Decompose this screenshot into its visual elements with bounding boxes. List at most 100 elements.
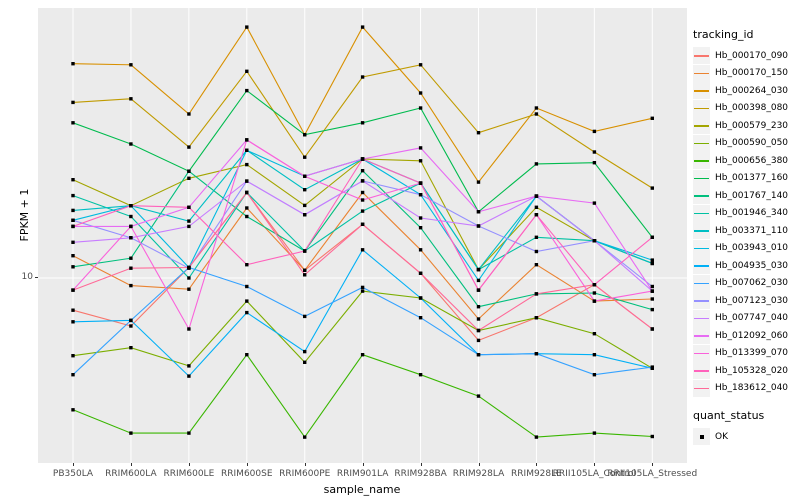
legend-key-swatch	[693, 222, 710, 240]
data-point	[129, 63, 133, 67]
data-point	[71, 408, 75, 412]
legend-item-label: Hb_007123_030	[715, 295, 789, 306]
legend-key-line-icon	[694, 265, 709, 267]
data-point	[360, 157, 365, 161]
legend-item-Hb_000656_380: Hb_000656_380	[693, 152, 799, 170]
data-point	[245, 148, 249, 152]
legend-item-label: Hb_000170_090	[715, 50, 789, 61]
data-point	[303, 249, 307, 253]
legend-item-Hb_003371_110: Hb_003371_110	[693, 222, 799, 240]
legend-item-Hb_013399_070: Hb_013399_070	[693, 344, 799, 363]
data-point	[187, 176, 191, 180]
data-point	[418, 106, 423, 110]
x-axis-tick-mark	[73, 463, 74, 466]
legend-item-label: Hb_003371_110	[715, 225, 789, 236]
legend-key-line-icon	[694, 177, 709, 180]
legend-key-swatch	[693, 204, 710, 222]
data-point	[129, 266, 133, 270]
data-point	[245, 284, 249, 289]
data-point	[187, 287, 191, 291]
data-point	[245, 162, 249, 167]
x-axis-tick-mark	[594, 463, 596, 466]
x-axis-tick-mark	[246, 463, 248, 466]
data-point	[592, 239, 597, 243]
data-point	[476, 317, 481, 321]
data-point	[534, 194, 539, 198]
legend-key-line-icon	[694, 352, 709, 355]
x-axis-tick-label: RRIM928BA	[394, 469, 447, 479]
legend-item-label: Hb_000170_150	[715, 68, 789, 79]
legend-key-swatch	[693, 309, 710, 327]
data-point	[71, 208, 75, 213]
data-point	[303, 174, 307, 178]
data-point	[71, 62, 75, 66]
legend-key-swatch	[693, 362, 710, 380]
legend-item-label: Hb_007062_030	[715, 278, 789, 289]
legend-item-label: Hb_007747_040	[715, 313, 789, 324]
legend-title-quant-status: quant_status	[693, 409, 765, 422]
legend-items: Hb_000170_090 Hb_000170_150 Hb_000264_030 H…	[693, 47, 799, 397]
data-point	[303, 188, 307, 192]
legend-key-swatch	[693, 257, 710, 275]
data-point	[534, 235, 539, 239]
data-point	[360, 169, 365, 173]
legend-item-label: Hb_000579_230	[715, 120, 789, 131]
data-point	[187, 364, 191, 368]
legend-key-line-icon	[694, 230, 709, 232]
data-point	[418, 193, 423, 197]
legend-item-Hb_007747_040: Hb_007747_040	[693, 309, 799, 328]
legend-item-Hb_001767_140: Hb_001767_140	[693, 187, 799, 205]
data-point	[129, 204, 133, 208]
data-point	[129, 318, 133, 323]
data-point	[650, 297, 654, 301]
data-point	[592, 150, 597, 154]
data-point	[187, 265, 191, 270]
data-point	[476, 210, 481, 214]
data-point	[650, 284, 654, 289]
legend-item-label: Hb_001946_340	[715, 208, 789, 219]
data-point	[476, 338, 481, 343]
legend-item-Hb_001946_340: Hb_001946_340	[693, 204, 799, 223]
legend-key-swatch	[693, 379, 710, 397]
quant-status-item: OK	[693, 428, 799, 446]
data-point	[71, 354, 75, 358]
data-point	[71, 254, 75, 258]
data-point	[476, 224, 481, 228]
legend-item-Hb_105328_020: Hb_105328_020	[693, 362, 799, 380]
quant-status-items: OK	[693, 428, 799, 446]
legend-item-Hb_004935_030: Hb_004935_030	[693, 257, 799, 275]
data-point	[418, 181, 423, 185]
data-point	[245, 25, 249, 29]
x-axis-tick-mark	[478, 463, 480, 466]
data-point	[418, 146, 423, 150]
y-axis-tick-label: 10	[21, 272, 33, 282]
data-point	[129, 224, 133, 229]
legend-key-line-icon	[694, 72, 709, 75]
data-point	[360, 289, 365, 293]
data-point	[360, 248, 365, 252]
data-point	[592, 332, 597, 336]
legend-item-label: Hb_000398_080	[715, 103, 789, 114]
legend-title-tracking-id: tracking_id	[693, 28, 754, 41]
legend-key-line-icon	[694, 107, 709, 110]
data-point	[360, 190, 365, 195]
data-point	[245, 263, 249, 267]
x-axis-tick-mark	[188, 463, 190, 466]
legend-key-line-icon	[694, 142, 709, 145]
legend-key-swatch	[693, 117, 710, 135]
plot-canvas	[38, 8, 687, 463]
legend-key-swatch	[693, 239, 710, 257]
data-point	[476, 278, 481, 283]
legend-item-label: Hb_013399_070	[715, 348, 789, 359]
data-point	[129, 431, 133, 435]
data-point	[71, 100, 75, 105]
legend-item-label: Hb_000656_380	[715, 155, 789, 166]
legend-key-line-icon	[694, 212, 709, 215]
data-point	[245, 214, 249, 219]
data-point	[592, 373, 597, 377]
legend-key-swatch	[693, 187, 710, 205]
x-axis-tick-label: RRIM600LE	[163, 469, 215, 479]
legend-item-Hb_007123_030: Hb_007123_030	[693, 292, 799, 310]
legend-item-Hb_000579_230: Hb_000579_230	[693, 117, 799, 135]
legend-key-line-icon	[694, 317, 709, 320]
